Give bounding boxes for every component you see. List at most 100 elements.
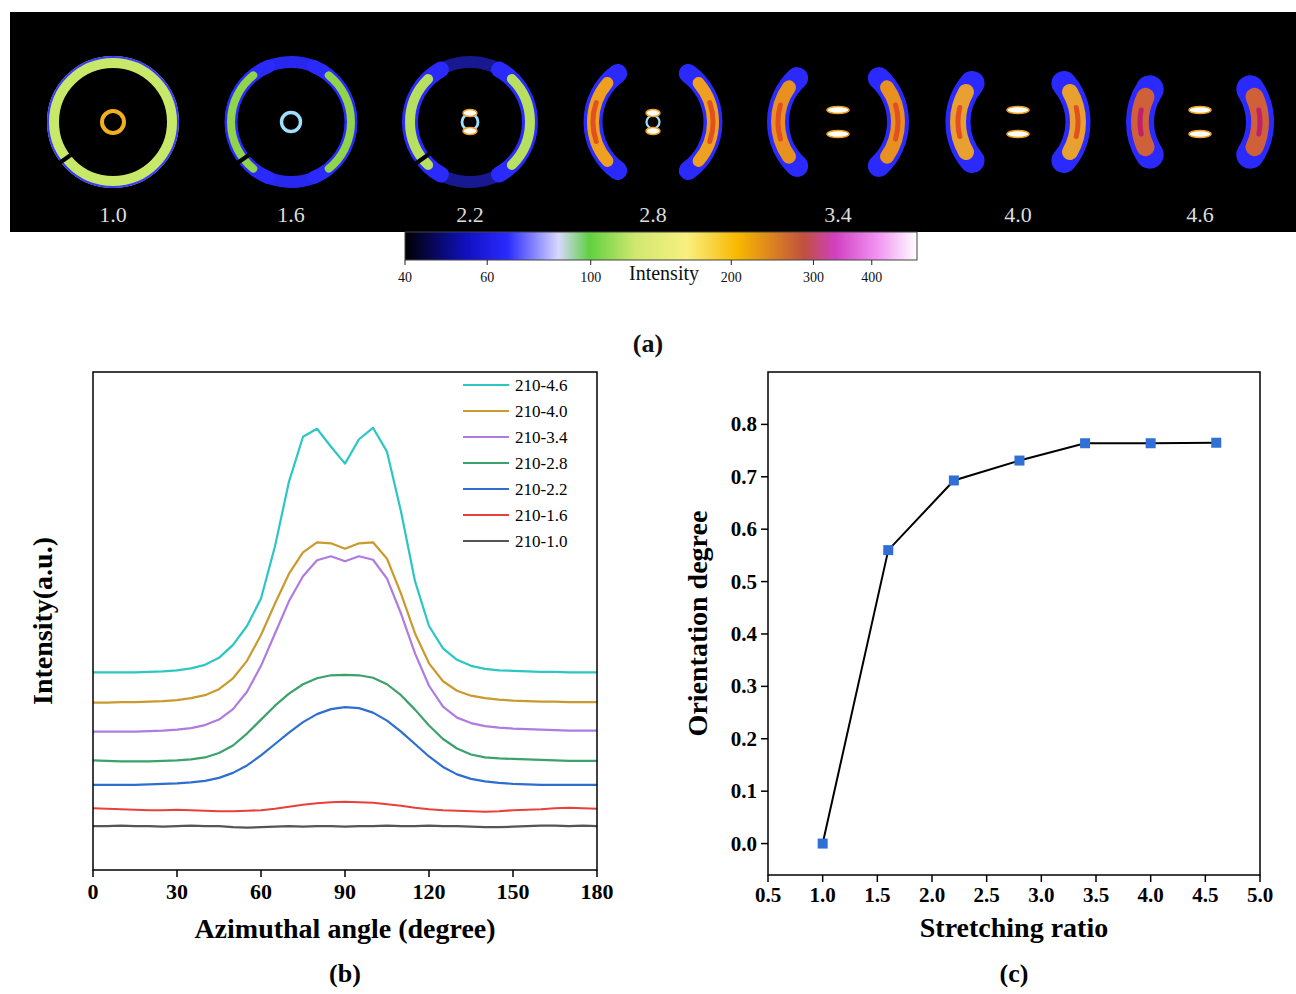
crescent-outer [1064,83,1078,160]
x-tick-label: 4.0 [1138,883,1164,907]
y-tick-label: 0.2 [731,727,757,751]
x-tick-label: 90 [334,879,356,904]
stretch-label: 2.2 [456,202,484,227]
colorbar-tick-label: 60 [480,270,494,285]
x-tick-label: 1.5 [864,883,890,907]
colorbar-tick-label: 40 [398,270,412,285]
saxs-streak [1189,131,1211,138]
x-tick-label: 1.0 [810,883,836,907]
legend-label: 210-2.2 [515,480,567,499]
legend-swatch [463,436,509,438]
crescent-core [593,103,596,142]
x-tick [512,870,514,877]
saxs-streak [827,131,849,138]
saxs-streak [646,128,660,135]
series-line [823,443,1217,844]
marker [1014,456,1024,466]
figure: 1.01.62.22.83.44.04.64060100200300400Int… [0,0,1296,994]
beam-stop [51,152,75,169]
x-tick-label: 3.5 [1083,883,1109,907]
y-tick [761,476,768,478]
y-tick [761,686,768,688]
legend-label: 210-2.8 [515,454,567,473]
plot-area [818,438,1222,849]
x-tick-label: 0 [88,879,99,904]
beam-stop [408,152,432,169]
crescent-outer [879,78,898,166]
colorbar-tick [405,260,406,265]
colorbar-tick [590,260,591,265]
x-tick [877,875,879,882]
plot-frame [93,372,597,870]
stretch-label: 2.8 [639,202,667,227]
legend: 210-4.6210-4.0210-3.4210-2.8210-2.2210-1… [463,376,568,551]
y-tick [761,738,768,740]
pattern-background [10,12,1296,232]
x-tick [1259,875,1261,882]
panel-label: (a) [633,329,663,358]
x-tick [1041,875,1043,882]
saxs-streak [1007,107,1029,114]
x-tick-label: 180 [581,879,614,904]
marker [883,545,893,555]
stretch-label: 3.4 [824,202,852,227]
ring-edge [48,57,178,187]
y-tick-label: 0.1 [731,779,757,803]
y-tick-label: 0.0 [731,832,757,856]
inner-ring [102,111,124,133]
panel-b: 0306090120150180210-4.6210-4.0210-3.4210… [27,372,614,988]
x-tick [822,875,824,882]
legend-label: 210-3.4 [515,428,568,447]
crescent-outer [1140,89,1150,154]
crescent-inner [410,79,428,165]
marker [949,475,959,485]
inner-ring [282,113,301,132]
x-tick [931,875,933,882]
y-tick [761,581,768,583]
x-tick-label: 0.5 [755,883,781,907]
crescent-core [1259,110,1260,134]
legend-label: 210-1.0 [515,532,567,551]
legend-swatch [463,540,509,542]
x-tick [596,870,598,877]
saxs-streak [827,107,849,114]
x-tick-label: 3.0 [1028,883,1054,907]
x-tick-label: 5.0 [1247,883,1273,907]
y-tick-label: 0.3 [731,674,757,698]
legend-label: 210-4.6 [515,376,567,395]
y-tick [761,790,768,792]
y-tick-label: 0.5 [731,570,757,594]
x-tick [767,875,769,882]
x-axis-title: Stretching ratio [920,912,1108,943]
x-tick-label: 60 [250,879,272,904]
x-tick [1150,875,1152,882]
crescent-inner [1070,92,1078,152]
marker [1211,438,1221,448]
colorbar-tick-label: 400 [861,270,882,285]
crescent-inner [329,75,351,168]
saxs-streak [1189,107,1211,114]
x-tick [1095,875,1097,882]
inner-ring [647,116,660,129]
series-line [93,802,597,812]
crescent-inner [1254,97,1260,147]
y-axis-title: Intensity(a.u.) [27,537,58,705]
crescent-outer [778,78,797,166]
series-line [93,675,597,762]
panel-a: 1.01.62.22.83.44.04.6 [10,12,1296,232]
stretch-label: 4.0 [1004,202,1032,227]
series-line [93,428,597,673]
marker [1146,438,1156,448]
x-tick [1205,875,1207,882]
series-line [93,707,597,785]
panel-c: 0.51.01.52.02.53.03.54.04.55.00.00.10.20… [682,372,1273,988]
y-tick [761,528,768,530]
stretch-label: 1.0 [99,202,127,227]
crescent-core [710,103,713,142]
x-tick-label: 2.0 [919,883,945,907]
legend-swatch [463,514,509,516]
crescent-core [778,105,780,139]
y-tick-label: 0.8 [731,412,757,436]
crescent-outer [688,73,713,170]
crescent-inner [887,87,898,156]
